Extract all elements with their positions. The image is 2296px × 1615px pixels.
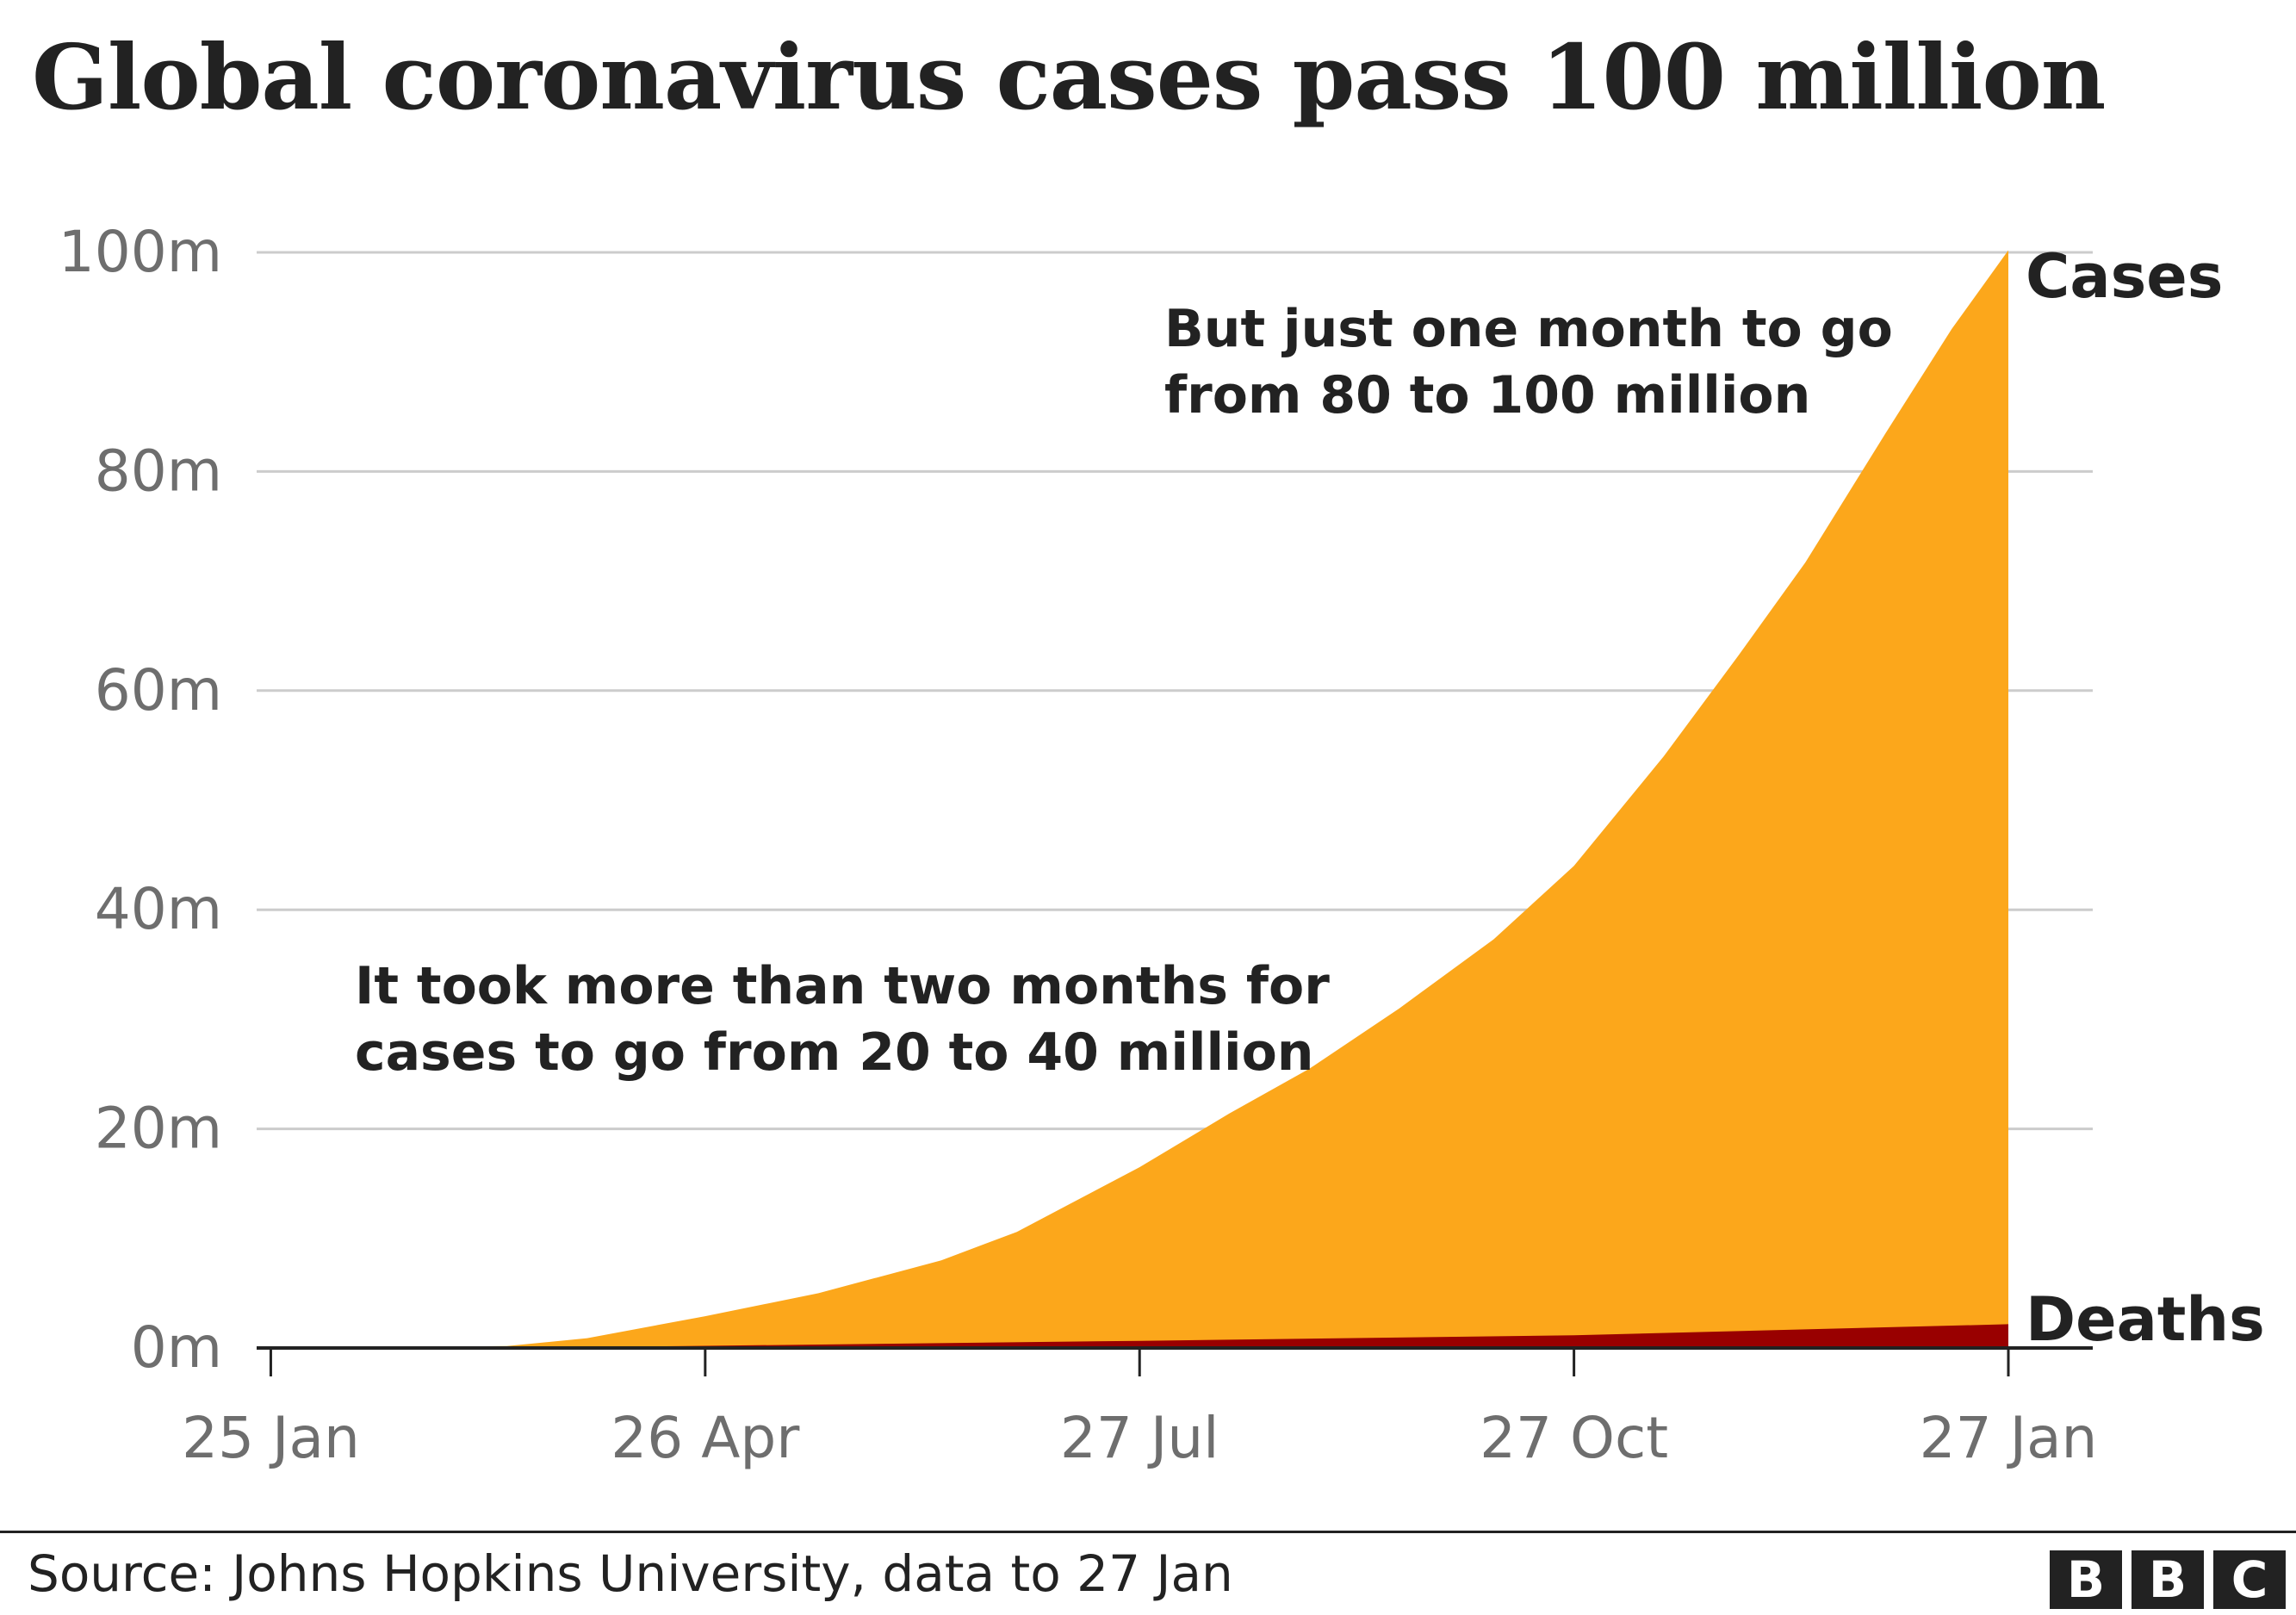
bbc-logo-letter-b1: B (2050, 1550, 2122, 1609)
annotation-line: It took more than two months for (355, 956, 1330, 1016)
footer-divider (0, 1531, 2296, 1533)
source-note: Source: Johns Hopkins University, data t… (28, 1544, 1233, 1603)
x-tick-label: 25 Jan (182, 1405, 360, 1471)
series-areas (257, 250, 2008, 1348)
chart-labels: 0m 20m 40m 60m 80m 100m 25 Jan 26 Apr 27 Jul 27 O… (59, 219, 2265, 1471)
series-label-cases: Cases (2026, 241, 2223, 312)
annotation-line: from 80 to 100 million (1164, 365, 1810, 425)
x-tick-label: 27 Jan (1920, 1405, 2098, 1471)
area-deaths (257, 1324, 2008, 1348)
x-tick-label: 26 Apr (611, 1405, 800, 1471)
y-tick-label: 20m (95, 1096, 222, 1162)
y-tick-label: 40m (95, 876, 222, 942)
series-label-deaths: Deaths (2026, 1284, 2265, 1355)
y-tick-label: 80m (95, 438, 222, 504)
bbc-logo-letter-b2: B (2132, 1550, 2204, 1609)
x-tick-label: 27 Oct (1480, 1405, 1668, 1471)
area-chart: 0m 20m 40m 60m 80m 100m 25 Jan 26 Apr 27 Jul 27 O… (59, 219, 2265, 1471)
area-cases (257, 250, 2008, 1348)
annotation-line: cases to go from 20 to 40 million (355, 1022, 1314, 1083)
bbc-logo: B B C (2050, 1550, 2286, 1609)
annotation-line: But just one month to go (1164, 299, 1893, 359)
bbc-logo-letter-c: C (2213, 1550, 2286, 1609)
y-tick-label: 0m (131, 1314, 222, 1381)
y-tick-label: 100m (59, 219, 222, 285)
y-tick-label: 60m (95, 657, 222, 724)
chart-title: Global coronavirus cases pass 100 millio… (32, 24, 2106, 130)
axes (257, 1346, 2093, 1376)
x-tick-label: 27 Jul (1060, 1405, 1219, 1471)
